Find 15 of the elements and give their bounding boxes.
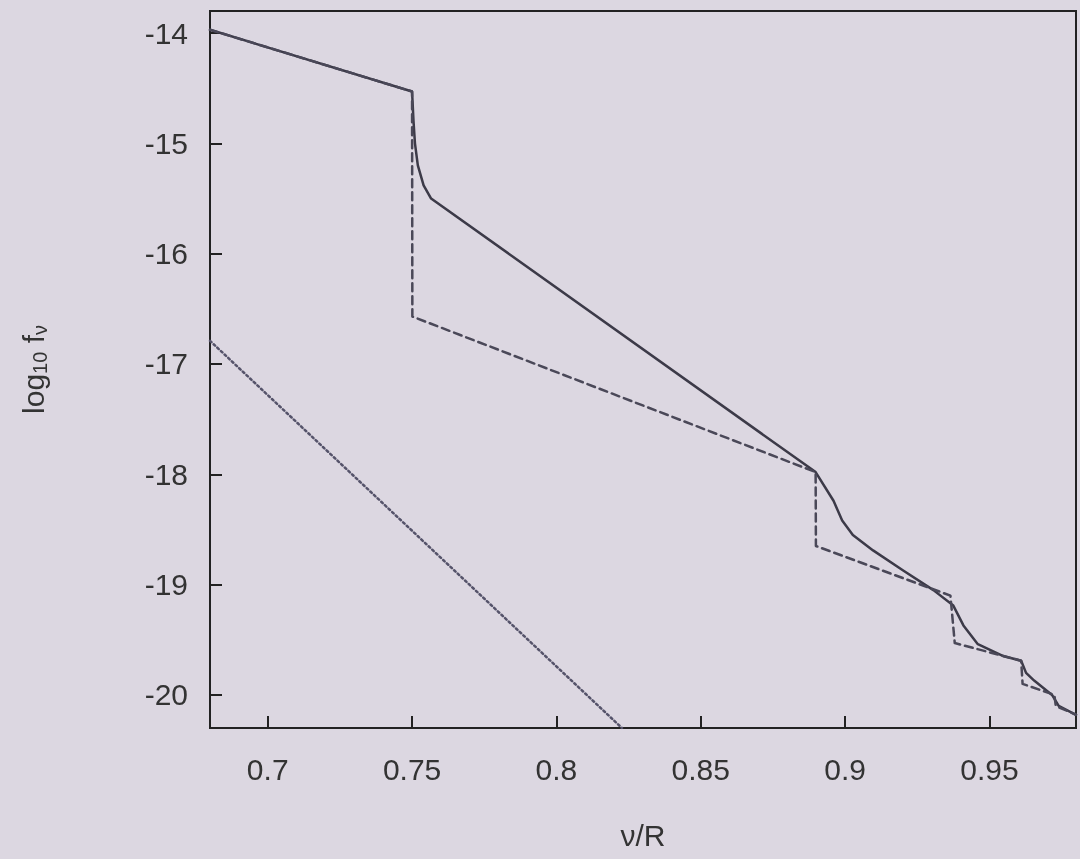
y-tick-label: -17 (144, 347, 188, 381)
y-tick-label: -20 (144, 678, 188, 712)
y-tick-label: -16 (144, 237, 188, 271)
x-tick-label: 0.85 (671, 752, 730, 786)
x-tick-label: 0.95 (960, 752, 1019, 786)
x-tick-label: 0.7 (246, 752, 289, 786)
y-tick-label: -14 (144, 16, 188, 50)
x-axis-title: ν/R (620, 818, 666, 852)
y-axis-title: log10 fν (16, 325, 51, 414)
y-tick-label: -18 (144, 457, 188, 491)
x-tick-label: 0.9 (824, 752, 866, 786)
y-tick-label: -19 (144, 568, 188, 602)
x-tick-label: 0.75 (382, 752, 442, 786)
y-tick-label: -15 (144, 126, 188, 160)
x-tick-label: 0.8 (535, 752, 578, 786)
